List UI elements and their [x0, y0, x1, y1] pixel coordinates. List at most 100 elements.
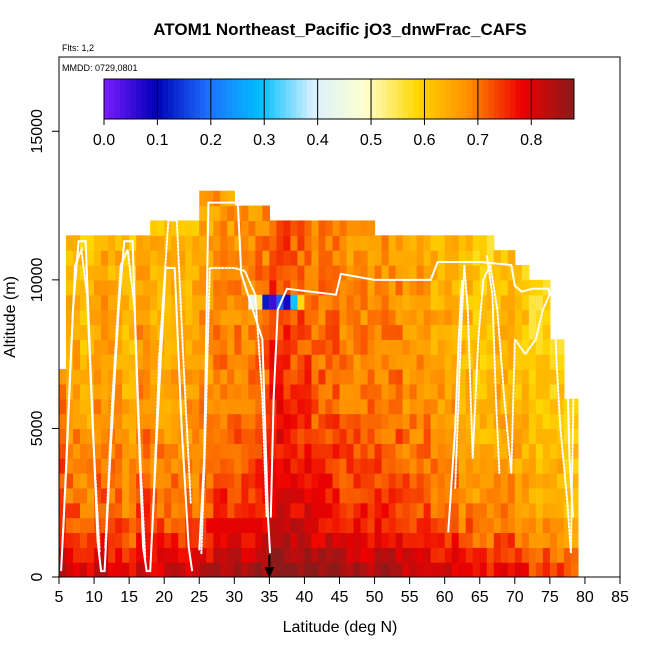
heatmap-cell [129, 309, 137, 326]
heatmap-cell [234, 235, 242, 251]
heatmap-cell [402, 369, 411, 385]
heatmap-cell [283, 443, 292, 459]
heatmap-cell [570, 473, 579, 489]
heatmap-cell [423, 443, 432, 459]
heatmap-cell [115, 354, 123, 370]
heatmap-cell [416, 458, 425, 474]
colorbar-tick-label: 0.8 [520, 132, 542, 149]
heatmap-cell [241, 354, 249, 370]
heatmap-cell [500, 265, 509, 281]
heatmap-cell [73, 532, 81, 548]
heatmap-cell [220, 458, 228, 474]
colorbar-swatch [355, 79, 361, 119]
heatmap-cell [283, 265, 292, 281]
colorbar-swatch [536, 79, 543, 119]
heatmap-cell [234, 250, 242, 266]
heatmap-cell [290, 517, 299, 534]
heatmap-cell [444, 265, 453, 281]
heatmap-cell [241, 473, 249, 489]
heatmap-cell [108, 562, 116, 577]
heatmap-cell [290, 562, 299, 577]
heatmap-cell [325, 279, 334, 296]
heatmap-cell [444, 458, 453, 474]
heatmap-cell [311, 339, 320, 355]
heatmap-cell [115, 547, 123, 563]
colorbar-swatch [301, 79, 308, 119]
heatmap-cell [80, 398, 88, 415]
heatmap-cell [143, 398, 151, 415]
heatmap-cell [311, 502, 320, 519]
heatmap-cell [360, 473, 369, 489]
heatmap-cell [409, 279, 418, 296]
heatmap-cell [437, 532, 446, 548]
heatmap-cell [486, 458, 495, 474]
heatmap-cell [353, 279, 362, 296]
heatmap-cell [367, 458, 376, 474]
heatmap-cell [262, 517, 270, 534]
heatmap-cell [150, 354, 158, 370]
heatmap-cell [290, 458, 299, 474]
colorbar-swatch [365, 79, 372, 119]
heatmap-cell [521, 383, 530, 400]
heatmap-cell [332, 369, 341, 385]
heatmap-cell [80, 562, 88, 577]
heatmap-cell [381, 473, 390, 489]
heatmap-cell [528, 339, 537, 355]
heatmap-cell [80, 413, 88, 430]
heatmap-cell [206, 369, 214, 385]
heatmap-cell [101, 235, 109, 251]
heatmap-cell [94, 428, 102, 444]
heatmap-cell [458, 458, 467, 474]
heatmap-cell [199, 220, 207, 236]
heatmap-cell [444, 309, 453, 326]
heatmap-cell [234, 294, 242, 311]
heatmap-cell [234, 413, 242, 430]
heatmap-cell [241, 339, 249, 355]
heatmap-cell [234, 532, 242, 548]
heatmap-cell [66, 562, 74, 577]
heatmap-cell [339, 547, 348, 563]
heatmap-cell [374, 294, 383, 311]
heatmap-cell [283, 383, 292, 400]
heatmap-cell [171, 458, 179, 474]
heatmap-cell [458, 517, 467, 534]
heatmap-cell [241, 517, 249, 534]
colorbar-swatch [429, 79, 436, 119]
heatmap-cell [563, 517, 572, 534]
colorbar-tick-label: 0.7 [467, 132, 489, 149]
heatmap-cell [465, 294, 474, 311]
colorbar-swatch [237, 79, 244, 119]
heatmap-cell [374, 309, 383, 326]
heatmap-cell [108, 250, 116, 266]
heatmap-cell [325, 235, 334, 251]
heatmap-cell [388, 398, 397, 415]
heatmap-cell [430, 398, 439, 415]
heatmap-cell [542, 398, 551, 415]
heatmap-cell [479, 265, 488, 281]
heatmap-cell [318, 532, 327, 548]
heatmap-cell [409, 428, 418, 444]
colorbar-tick-label: 0.0 [93, 132, 115, 149]
heatmap-cell [227, 443, 235, 459]
heatmap-cell [367, 547, 376, 563]
flight-track-solid [60, 240, 194, 573]
heatmap-cell [353, 265, 362, 281]
heatmap-cell [269, 369, 277, 385]
heatmap-cell [206, 294, 214, 311]
heatmap-cell [430, 235, 439, 251]
heatmap-cell [136, 309, 144, 326]
heatmap-cell [437, 398, 446, 415]
heatmap-cell [80, 324, 88, 340]
heatmap-cell [353, 369, 362, 385]
heatmap-cell [115, 339, 123, 355]
colorbar-swatch [248, 79, 255, 119]
heatmap-cell [59, 413, 67, 430]
heatmap-cell [521, 339, 530, 355]
heatmap-cell [311, 369, 320, 385]
heatmap-cell [255, 265, 263, 281]
heatmap-cell [563, 532, 572, 548]
heatmap-cell [213, 398, 221, 415]
heatmap-cell [129, 383, 137, 400]
heatmap-cell [157, 398, 165, 415]
flight-track-solid [198, 201, 272, 554]
